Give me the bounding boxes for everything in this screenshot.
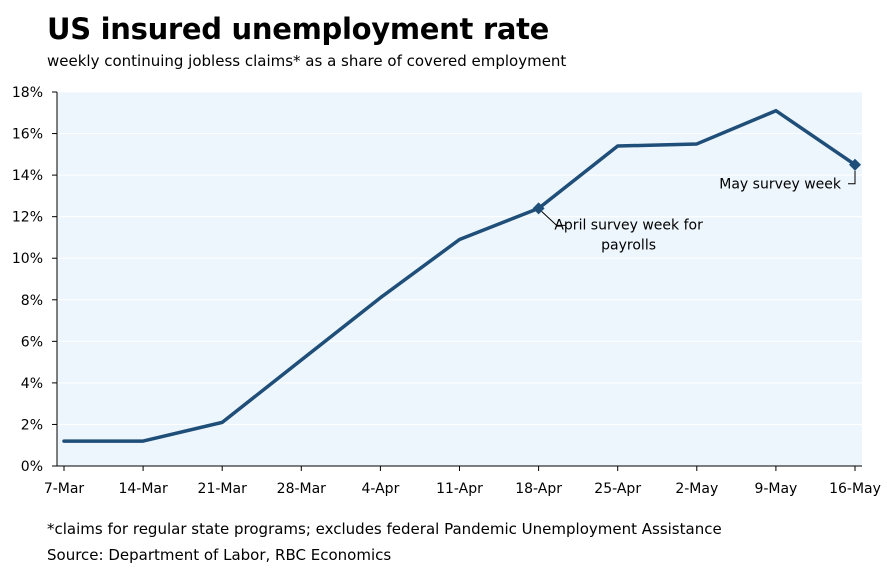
x-tick-label: 7-Mar (44, 481, 85, 497)
x-tick-label: 28-Mar (277, 481, 327, 497)
y-tick-label: 18% (12, 85, 43, 101)
y-tick-label: 2% (21, 417, 43, 433)
y-tick-label: 8% (21, 293, 43, 309)
y-tick-label: 10% (12, 251, 43, 267)
x-tick-label: 4-Apr (361, 481, 399, 497)
x-tick-label: 25-Apr (594, 481, 641, 497)
x-tick-label: 18-Apr (515, 481, 562, 497)
x-tick-label: 2-May (675, 481, 718, 497)
source-note: Source: Department of Labor, RBC Economi… (47, 546, 392, 564)
annotation-label: May survey week (719, 177, 842, 193)
x-tick-label: 9-May (754, 481, 797, 497)
y-tick-label: 4% (21, 376, 43, 392)
y-tick-label: 0% (21, 459, 43, 475)
y-tick-label: 6% (21, 334, 43, 350)
chart-title: US insured unemployment rate (47, 12, 550, 46)
annotation-leader (848, 170, 856, 185)
chart-subtitle: weekly continuing jobless claims* as a s… (47, 52, 567, 70)
annotation-leader (541, 210, 566, 226)
plot-area (57, 92, 862, 466)
x-tick-label: 14-Mar (118, 481, 168, 497)
footnote: *claims for regular state programs; excl… (47, 520, 722, 538)
series-line (62, 108, 857, 443)
y-tick-label: 12% (12, 210, 43, 226)
annotation-label: April survey week for (554, 217, 703, 233)
y-tick-label: 16% (12, 127, 43, 143)
x-tick-label: 11-Apr (436, 481, 483, 497)
annotation-marker (849, 158, 861, 171)
y-tick-label: 14% (12, 168, 43, 184)
x-tick-label: 16-May (829, 481, 881, 497)
annotation-label: payrolls (601, 237, 656, 253)
x-tick-label: 21-Mar (198, 481, 248, 497)
